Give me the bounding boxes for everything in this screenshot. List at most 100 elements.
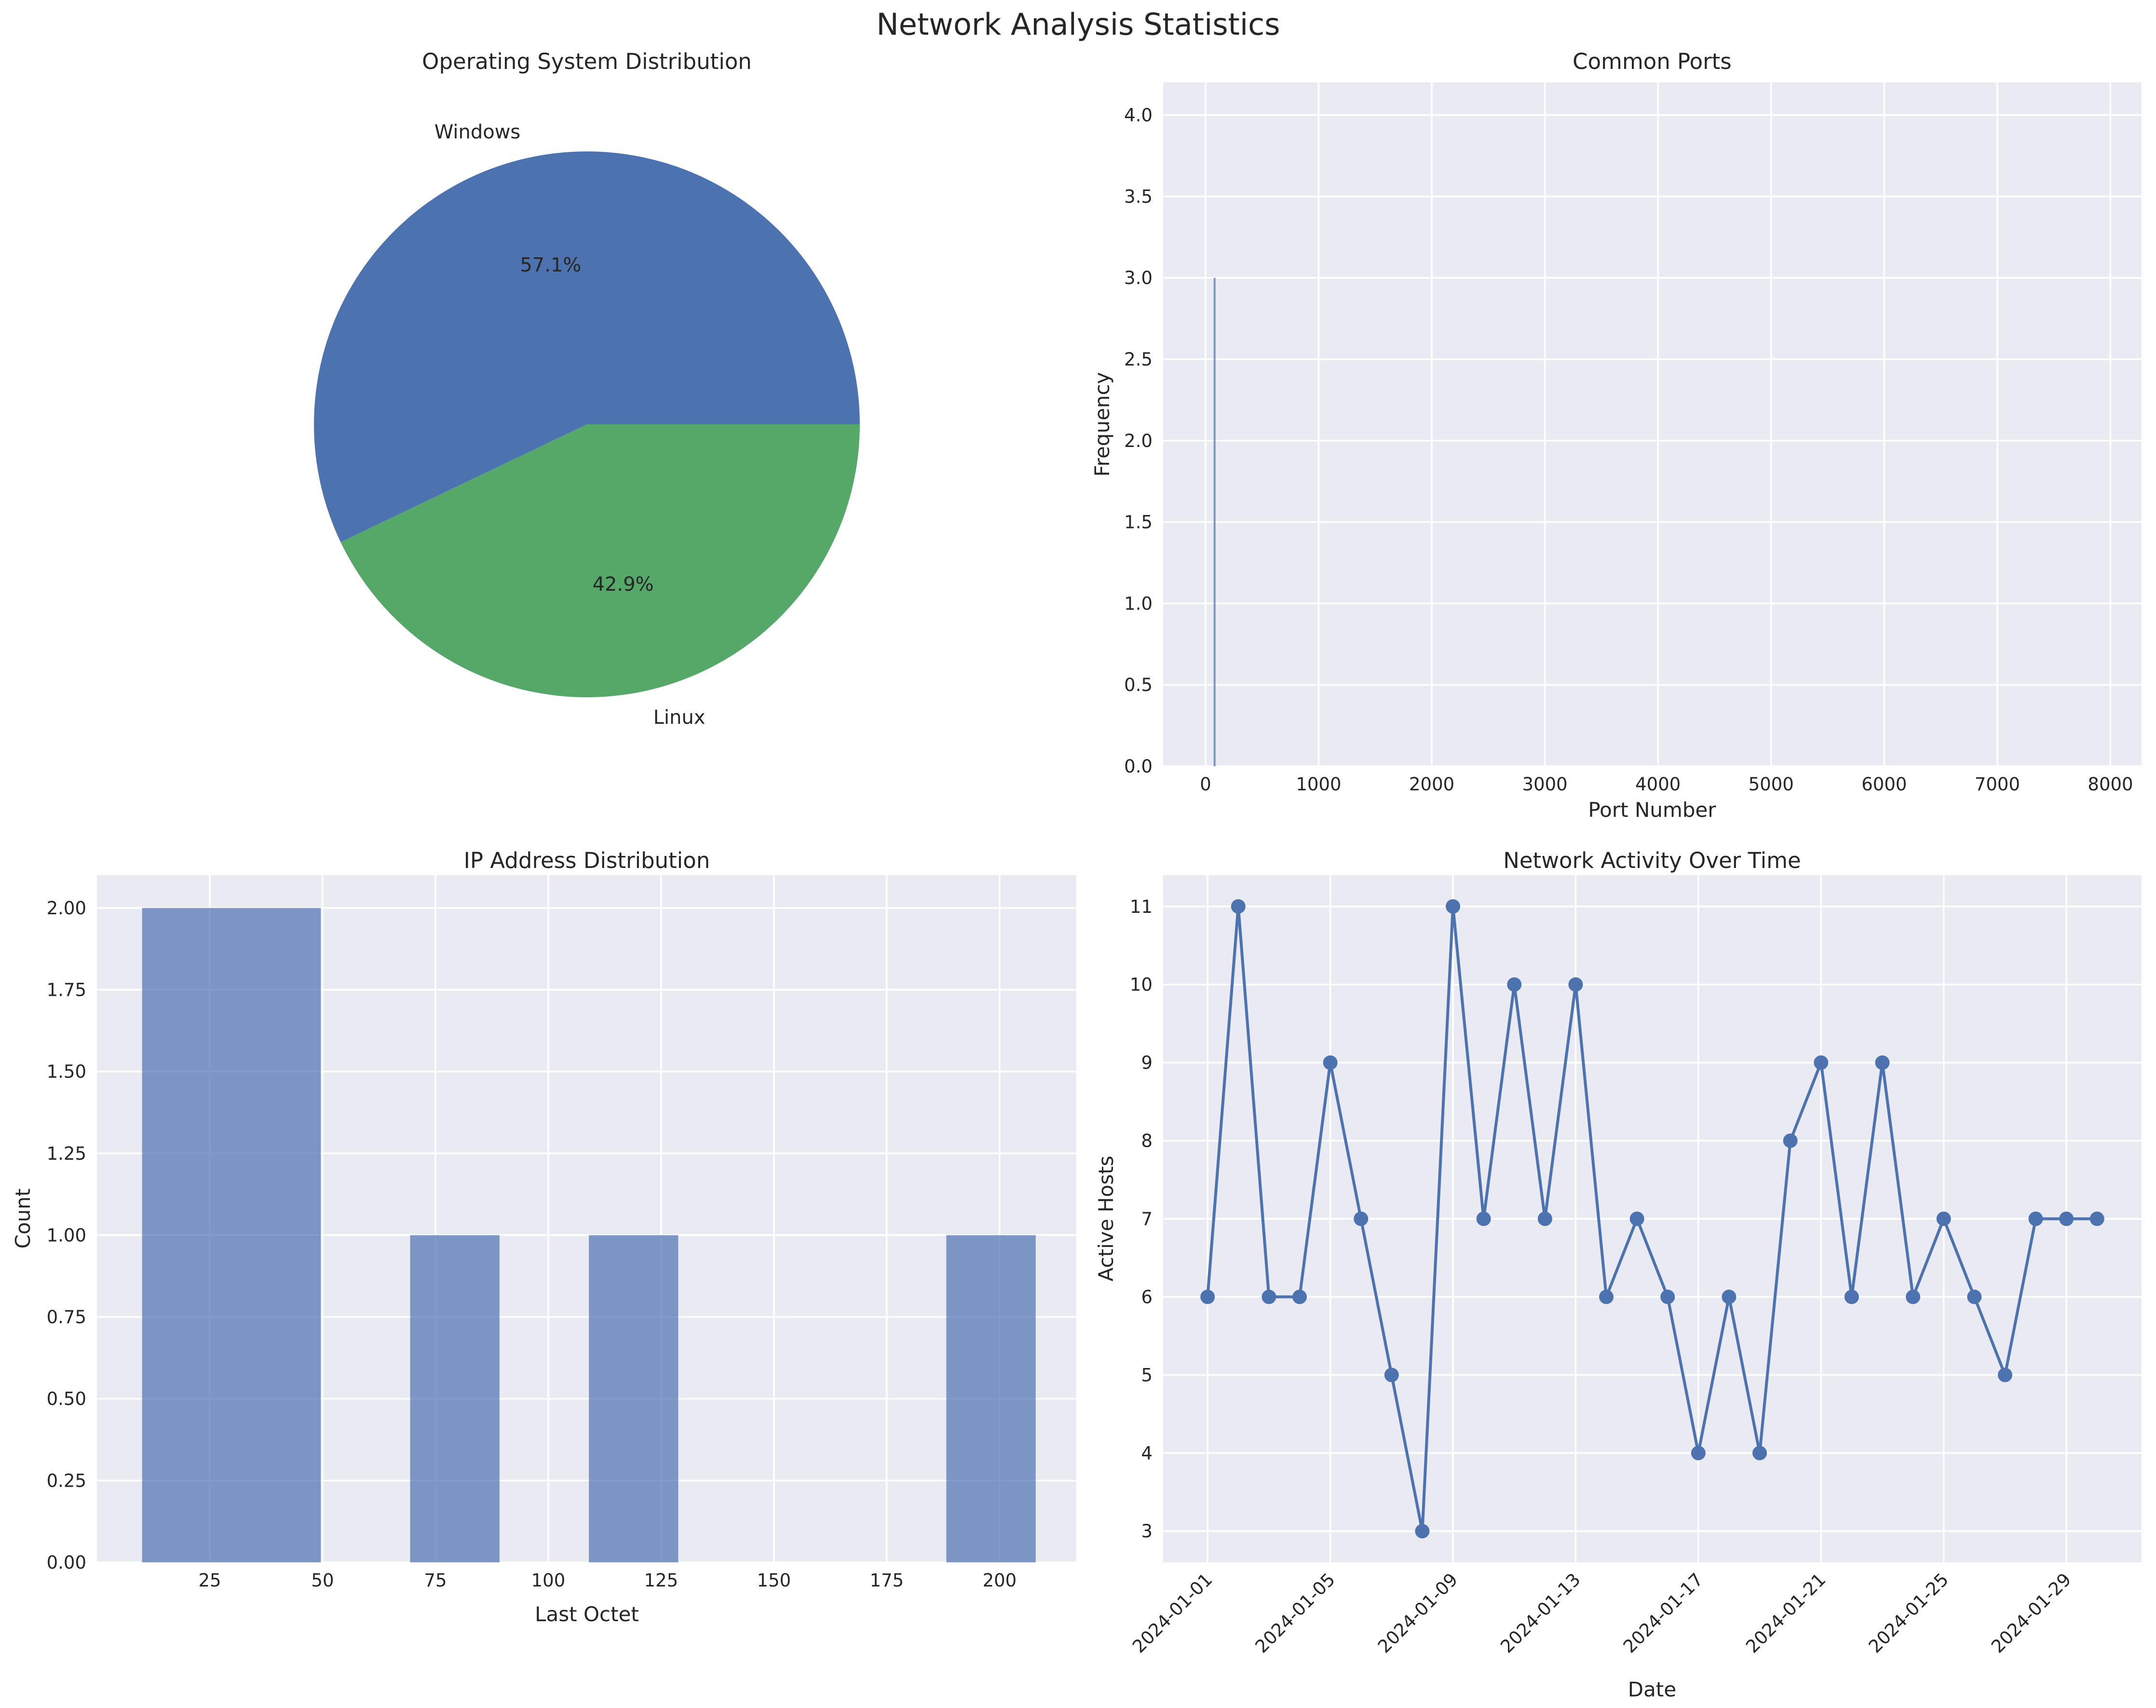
- activity-point: [1599, 1289, 1614, 1304]
- ip-y-tick-label: 1.50: [47, 1061, 86, 1082]
- ip-title: IP Address Distribution: [464, 848, 710, 873]
- activity-y-tick-label: 11: [1130, 896, 1153, 917]
- ip-x-tick-label: 150: [757, 1570, 791, 1591]
- activity-point: [1722, 1289, 1736, 1304]
- ip-y-tick-label: 2.00: [47, 898, 86, 919]
- ports-x-tick-label: 8000: [2088, 774, 2133, 795]
- ip-y-tick-label: 1.25: [47, 1143, 86, 1164]
- ip-x-tick-label: 125: [644, 1570, 678, 1591]
- activity-xlabel: Date: [1628, 1678, 1676, 1701]
- ports-bars: [1213, 278, 1216, 766]
- activity-point: [1200, 1289, 1215, 1304]
- ip-xlabel: Last Octet: [535, 1602, 639, 1626]
- activity-x-tick-label: 2024-01-21: [1742, 1569, 1830, 1657]
- activity-y-tick-label: 6: [1141, 1287, 1153, 1307]
- ports-ylabel: Frequency: [1090, 372, 1114, 477]
- ports-y-tick-label: 4.0: [1124, 105, 1153, 126]
- ip-x-tick-label: 200: [983, 1570, 1017, 1591]
- ip-x-tick-label: 100: [531, 1570, 566, 1591]
- ip-ylabel: Count: [11, 1189, 35, 1249]
- activity-y-tick-label: 5: [1141, 1365, 1153, 1385]
- ports-x-tick-label: 6000: [1861, 774, 1907, 795]
- ports-y-tick-label: 1.0: [1124, 593, 1153, 614]
- network-activity-chart: Network Activity Over Time 2024-01-01 202…: [1094, 848, 2142, 1701]
- activity-point: [1415, 1524, 1430, 1539]
- pie-slice-linux: [340, 424, 860, 698]
- ip-bars: [142, 908, 1036, 1562]
- activity-point: [1568, 977, 1583, 992]
- activity-point: [1323, 1055, 1338, 1070]
- ip-y-tick-label: 0.25: [47, 1470, 86, 1491]
- ip-y-tick-label: 1.75: [47, 980, 86, 1001]
- activity-point: [1292, 1289, 1307, 1304]
- ports-y-tick-label: 1.5: [1124, 512, 1153, 533]
- activity-point: [1354, 1211, 1369, 1226]
- activity-y-tick-label: 10: [1130, 975, 1153, 995]
- activity-point: [1752, 1446, 1767, 1461]
- activity-point: [1783, 1133, 1798, 1148]
- ports-x-tick-label: 2000: [1409, 774, 1454, 795]
- ip-x-tick-label: 50: [311, 1570, 334, 1591]
- activity-title: Network Activity Over Time: [1503, 848, 1801, 873]
- activity-y-tick-label: 3: [1141, 1521, 1153, 1542]
- activity-point: [1997, 1368, 2012, 1383]
- ports-plot-area: [1163, 82, 2142, 766]
- os-pie-title: Operating System Distribution: [422, 49, 752, 74]
- ports-x-tick-label: 3000: [1522, 774, 1568, 795]
- activity-point: [1875, 1055, 1890, 1070]
- pie-percent-label: 42.9%: [593, 573, 654, 596]
- activity-y-tick-label: 7: [1141, 1209, 1153, 1230]
- ports-ticks: 0 1000 2000 3000 4000 5000 6000 7000 8000 0.0 0.5 1…: [1124, 105, 2133, 795]
- ports-x-tick-label: 0: [1200, 774, 1211, 795]
- ports-y-tick-label: 0.5: [1124, 675, 1153, 695]
- activity-x-tick-label: 2024-01-05: [1251, 1569, 1339, 1657]
- activity-point: [1967, 1289, 1982, 1304]
- pie-slice-windows: [313, 151, 860, 542]
- ports-y-tick-label: 2.5: [1124, 349, 1153, 370]
- activity-point: [2089, 1211, 2104, 1226]
- ip-ticks: 25 50 75 100 125 150 175 200 0.00 0.25 0.50 0.75 1.0…: [47, 898, 1017, 1591]
- activity-point: [1814, 1055, 1829, 1070]
- activity-point: [1446, 899, 1461, 914]
- activity-point: [1906, 1289, 1921, 1304]
- pie-percent-label: 57.1%: [520, 254, 581, 276]
- activity-x-tick-label: 2024-01-29: [1987, 1569, 2075, 1657]
- ip-x-tick-label: 175: [870, 1570, 904, 1591]
- ports-x-tick-label: 5000: [1749, 774, 1794, 795]
- ip-bar: [410, 1235, 500, 1562]
- activity-ylabel: Active Hosts: [1094, 1156, 1118, 1282]
- ip-x-tick-label: 75: [424, 1570, 447, 1591]
- pie-labels: Windows 57.1% Linux 42.9%: [434, 121, 705, 729]
- activity-point: [1384, 1368, 1399, 1383]
- activity-point: [1261, 1289, 1276, 1304]
- ports-y-tick-label: 0.0: [1124, 756, 1153, 777]
- ports-xlabel: Port Number: [1588, 798, 1716, 822]
- ports-x-tick-label: 7000: [1975, 774, 2020, 795]
- ip-y-tick-label: 0.75: [47, 1307, 86, 1328]
- ports-x-tick-label: 4000: [1635, 774, 1681, 795]
- ports-y-tick-label: 3.5: [1124, 186, 1153, 207]
- activity-x-tick-label: 2024-01-01: [1128, 1569, 1216, 1657]
- ip-x-tick-label: 25: [198, 1570, 221, 1591]
- ip-bar: [946, 1235, 1036, 1562]
- figure-title: Network Analysis Statistics: [876, 7, 1280, 42]
- activity-x-tick-label: 2024-01-17: [1619, 1569, 1707, 1657]
- activity-point: [1629, 1211, 1644, 1226]
- activity-point: [1936, 1211, 1951, 1226]
- activity-point: [2059, 1211, 2074, 1226]
- activity-point: [1844, 1289, 1859, 1304]
- activity-point: [1507, 977, 1522, 992]
- ip-bar: [589, 1235, 678, 1562]
- activity-series: [1200, 899, 2104, 1539]
- os-pie-chart: Operating System Distribution Windows 57.…: [313, 49, 860, 729]
- ip-y-tick-label: 0.50: [47, 1389, 86, 1410]
- activity-point: [1691, 1446, 1706, 1461]
- ip-y-tick-label: 0.00: [47, 1552, 86, 1573]
- activity-x-tick-label: 2024-01-13: [1496, 1569, 1584, 1657]
- ports-bar: [1213, 278, 1216, 766]
- activity-x-tick-label: 2024-01-09: [1374, 1569, 1462, 1657]
- activity-point: [1660, 1289, 1675, 1304]
- ip-distribution-chart: IP Address Distribution 25 50 75 100 125 150 1…: [11, 848, 1076, 1626]
- ports-y-tick-label: 3.0: [1124, 268, 1153, 288]
